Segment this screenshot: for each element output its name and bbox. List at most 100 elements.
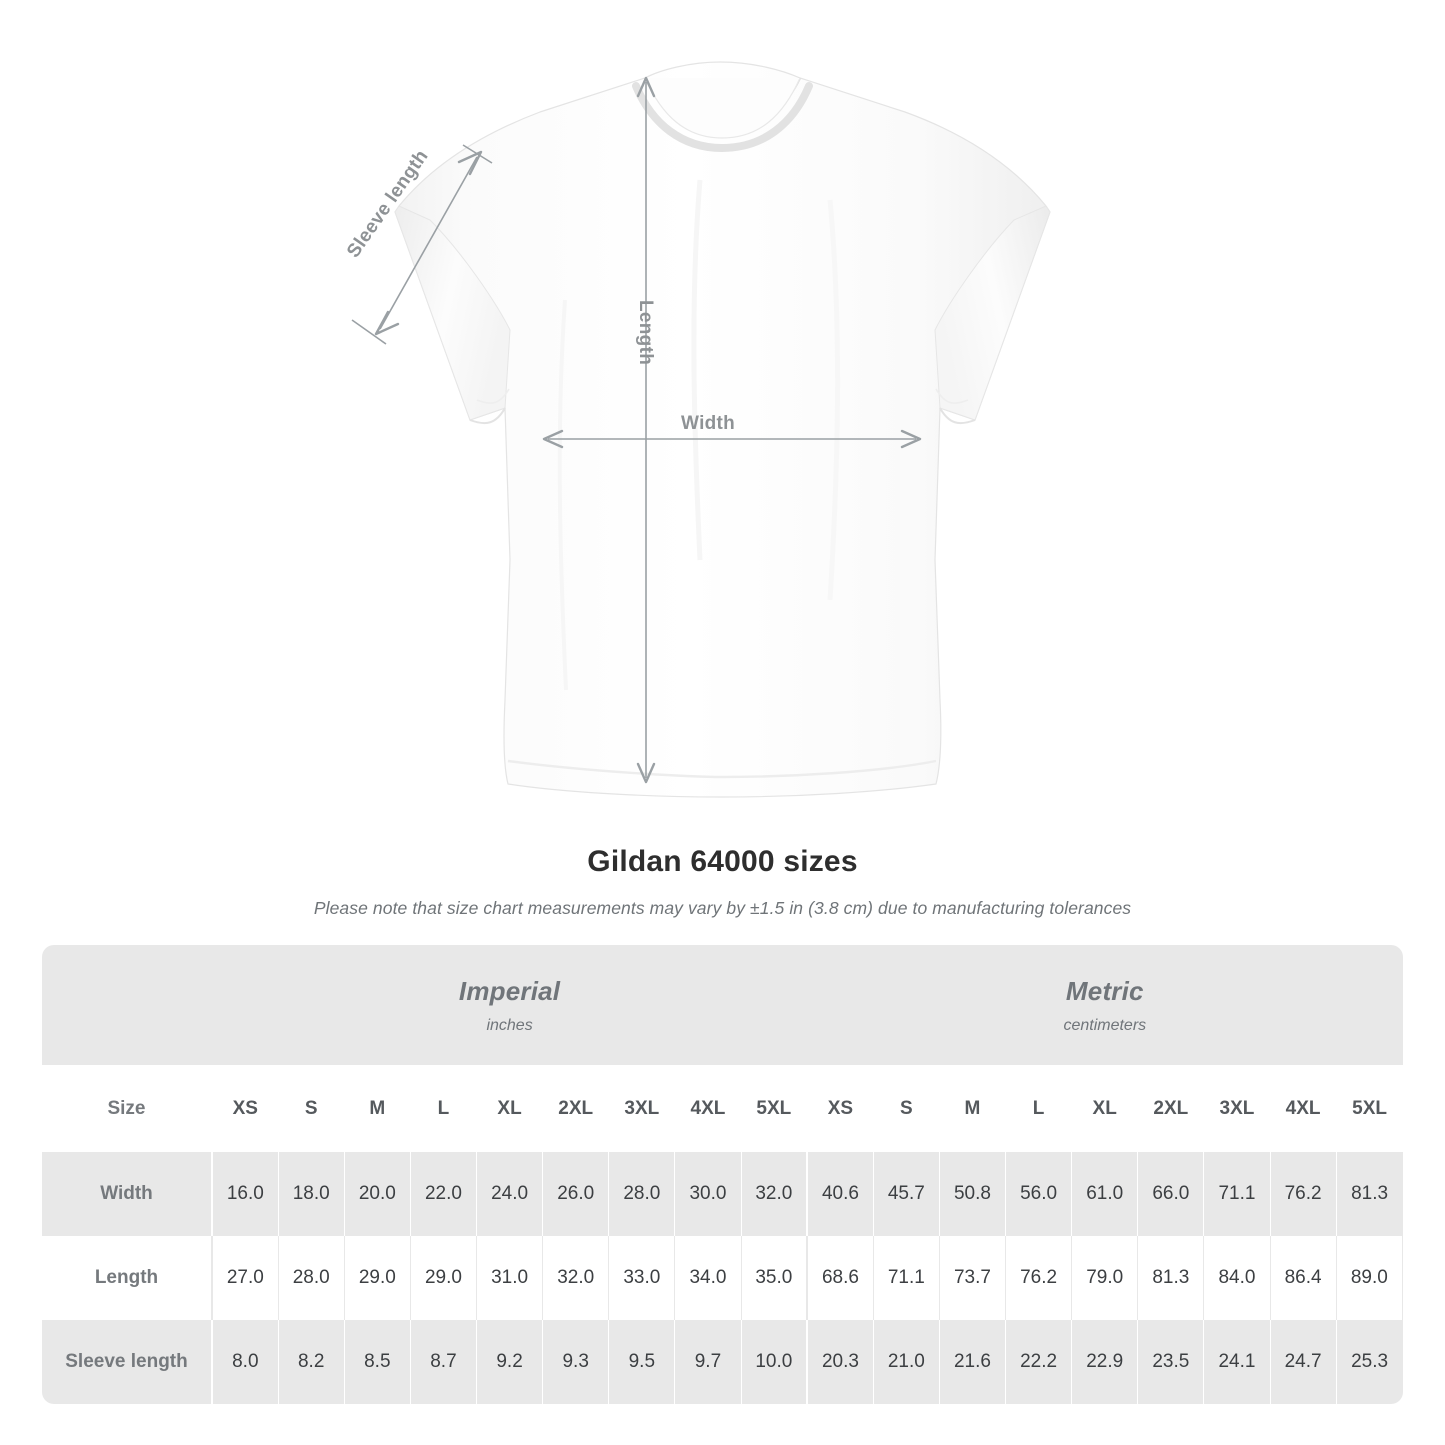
cell-sleeve-length-imperial-xs: 8.0	[212, 1320, 279, 1404]
tshirt-illustration	[351, 61, 1051, 798]
cell-sleeve-length-metric-xs: 20.3	[807, 1320, 874, 1404]
cell-length-imperial-m: 29.0	[344, 1236, 411, 1320]
unit-header-row: Imperial inches Metric centimeters	[42, 945, 1403, 1065]
cell-width-imperial-l: 22.0	[410, 1152, 478, 1236]
column-header-l-imperial: L	[410, 1065, 478, 1152]
unit-sublabel: centimeters	[1063, 1016, 1147, 1034]
cell-length-imperial-s: 28.0	[278, 1236, 345, 1320]
cell-length-metric-2xl: 81.3	[1137, 1236, 1205, 1320]
cell-width-metric-l: 56.0	[1005, 1152, 1073, 1236]
cell-width-metric-xs: 40.6	[807, 1152, 874, 1236]
table-row: Length 27.0 28.0 29.0 29.0 31.0 32.0 33.0 34.0 35…	[42, 1236, 1403, 1320]
cell-width-imperial-xl: 24.0	[476, 1152, 544, 1236]
cell-length-metric-xs: 68.6	[807, 1236, 874, 1320]
cell-sleeve-length-imperial-s: 8.2	[278, 1320, 345, 1404]
cell-sleeve-length-imperial-2xl: 9.3	[542, 1320, 610, 1404]
cell-length-metric-xl: 79.0	[1071, 1236, 1139, 1320]
column-header-5xl-imperial: 5XL	[741, 1065, 809, 1152]
column-header-s-imperial: S	[278, 1065, 345, 1152]
cell-sleeve-length-metric-3xl: 24.1	[1203, 1320, 1271, 1404]
cell-sleeve-length-metric-2xl: 23.5	[1137, 1320, 1205, 1404]
column-header-xl-metric: XL	[1071, 1065, 1139, 1152]
cell-length-imperial-2xl: 32.0	[542, 1236, 610, 1320]
cell-length-imperial-xl: 31.0	[476, 1236, 544, 1320]
size-chart-table-wrapper: Imperial inches Metric centimeters Size XS S M L…	[42, 945, 1403, 1404]
column-header-l-metric: L	[1005, 1065, 1073, 1152]
row-label-size: Size	[42, 1065, 213, 1152]
cell-sleeve-length-imperial-l: 8.7	[410, 1320, 478, 1404]
column-header-3xl-metric: 3XL	[1203, 1065, 1271, 1152]
cell-length-imperial-5xl: 35.0	[741, 1236, 809, 1320]
unit-header-imperial: Imperial inches	[212, 945, 808, 1065]
cell-width-metric-2xl: 66.0	[1137, 1152, 1205, 1236]
row-label-length: Length	[42, 1236, 213, 1320]
shirt-body-shape	[394, 61, 1051, 798]
column-header-4xl-imperial: 4XL	[674, 1065, 742, 1152]
column-header-2xl-imperial: 2XL	[542, 1065, 610, 1152]
cell-sleeve-length-imperial-xl: 9.2	[476, 1320, 544, 1404]
size-header-row: Size XS S M L XL 2XL 3XL 4XL 5XL XS S M L XL 2XL 3XL 4XL 5…	[42, 1065, 1403, 1152]
column-header-s-metric: S	[873, 1065, 940, 1152]
row-label-sleeve-length: Sleeve length	[42, 1320, 213, 1404]
cell-width-imperial-s: 18.0	[278, 1152, 345, 1236]
width-label: Width	[681, 413, 736, 434]
width-arrow	[542, 429, 922, 449]
column-header-4xl-metric: 4XL	[1270, 1065, 1337, 1152]
measurement-lines	[351, 76, 922, 784]
sleeve-length-arrow	[351, 144, 493, 345]
length-label: Length	[635, 300, 656, 366]
cell-length-metric-s: 71.1	[873, 1236, 940, 1320]
unit-header-metric: Metric centimeters	[807, 945, 1403, 1065]
cell-width-imperial-3xl: 28.0	[608, 1152, 676, 1236]
cell-sleeve-length-imperial-m: 8.5	[344, 1320, 411, 1404]
cell-width-imperial-5xl: 32.0	[741, 1152, 809, 1236]
cell-width-metric-xl: 61.0	[1071, 1152, 1139, 1236]
table-row: Sleeve length 8.0 8.2 8.5 8.7 9.2 9.3 9.5 9.7 10.…	[42, 1320, 1403, 1404]
cell-sleeve-length-metric-5xl: 25.3	[1336, 1320, 1403, 1404]
cell-length-imperial-l: 29.0	[410, 1236, 478, 1320]
tshirt-diagram: Sleeve length Length Width	[343, 61, 1051, 798]
row-label-width: Width	[42, 1152, 213, 1236]
cell-width-imperial-m: 20.0	[344, 1152, 411, 1236]
column-header-2xl-metric: 2XL	[1137, 1065, 1205, 1152]
cell-width-imperial-2xl: 26.0	[542, 1152, 610, 1236]
cell-length-metric-3xl: 84.0	[1203, 1236, 1271, 1320]
column-header-xs-imperial: XS	[212, 1065, 279, 1152]
page-title: Gildan 64000 sizes	[587, 845, 858, 878]
column-header-3xl-imperial: 3XL	[608, 1065, 676, 1152]
cell-sleeve-length-metric-4xl: 24.7	[1270, 1320, 1337, 1404]
table-row: Width 16.0 18.0 20.0 22.0 24.0 26.0 28.0 30.0 32.…	[42, 1152, 1403, 1236]
column-header-5xl-metric: 5XL	[1336, 1065, 1403, 1152]
cell-width-metric-5xl: 81.3	[1336, 1152, 1403, 1236]
cell-sleeve-length-imperial-5xl: 10.0	[741, 1320, 809, 1404]
cell-length-metric-4xl: 86.4	[1270, 1236, 1337, 1320]
unit-sublabel: inches	[486, 1016, 533, 1034]
unit-name: Metric	[1065, 975, 1144, 1006]
cell-sleeve-length-metric-m: 21.6	[939, 1320, 1007, 1404]
cell-width-metric-3xl: 71.1	[1203, 1152, 1271, 1236]
unit-name: Imperial	[458, 975, 561, 1006]
cell-width-metric-4xl: 76.2	[1270, 1152, 1337, 1236]
cell-length-metric-m: 73.7	[939, 1236, 1007, 1320]
cell-sleeve-length-metric-xl: 22.9	[1071, 1320, 1139, 1404]
title-block: Gildan 64000 sizes Please note that size…	[0, 845, 1445, 919]
cell-width-imperial-xs: 16.0	[212, 1152, 279, 1236]
cell-length-imperial-3xl: 33.0	[608, 1236, 676, 1320]
column-header-xl-imperial: XL	[476, 1065, 544, 1152]
cell-width-metric-s: 45.7	[873, 1152, 940, 1236]
cell-sleeve-length-metric-l: 22.2	[1005, 1320, 1073, 1404]
cell-sleeve-length-imperial-4xl: 9.7	[674, 1320, 742, 1404]
unit-header-spacer	[42, 945, 212, 1065]
cell-length-imperial-xs: 27.0	[212, 1236, 279, 1320]
size-chart-table: Imperial inches Metric centimeters Size XS S M L…	[42, 945, 1403, 1404]
cell-sleeve-length-imperial-3xl: 9.5	[608, 1320, 676, 1404]
cell-sleeve-length-metric-s: 21.0	[873, 1320, 940, 1404]
cell-width-imperial-4xl: 30.0	[674, 1152, 742, 1236]
column-header-m-imperial: M	[344, 1065, 411, 1152]
cell-length-metric-5xl: 89.0	[1336, 1236, 1403, 1320]
column-header-m-metric: M	[939, 1065, 1007, 1152]
cell-length-imperial-4xl: 34.0	[674, 1236, 742, 1320]
column-header-xs-metric: XS	[807, 1065, 874, 1152]
length-arrow	[636, 76, 656, 784]
page-subtitle: Please note that size chart measurements…	[313, 898, 1132, 918]
